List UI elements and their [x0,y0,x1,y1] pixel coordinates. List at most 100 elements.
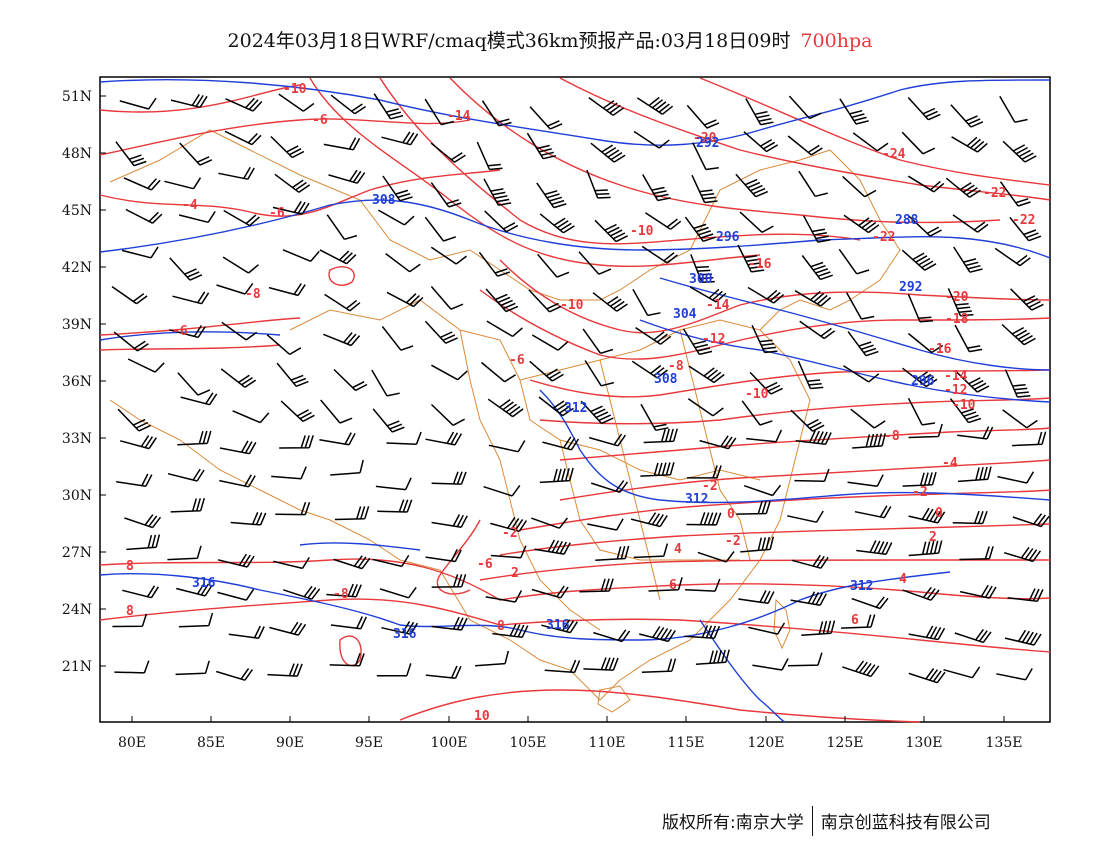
height-label: 292 [899,280,922,295]
wind-barb [375,477,412,491]
temperature-label: -6 [477,557,493,572]
wind-barb [172,291,210,305]
temperature-label: -20 [693,131,717,146]
wind-barb [111,285,148,305]
temperature-label: 8 [126,559,134,574]
temperature-label: -12 [944,383,967,398]
height-label: 296 [911,374,935,389]
wind-barb [177,430,212,446]
temperature-label: 4 [674,542,682,557]
wind-barb [274,173,311,193]
wind-barb [907,397,936,426]
lat-label: 42N [62,260,92,276]
wind-barb [126,534,161,551]
wind-barb [330,459,364,476]
wind-barb [385,253,421,273]
wind-barb [1002,140,1037,163]
wind-barb [330,616,367,630]
wind-barb [529,106,563,130]
temperature-isotherm [99,598,1051,653]
temperature-isotherm [436,519,481,595]
height-label: 312 [685,492,708,507]
wind-barb [1001,323,1036,346]
wind-barb [272,200,310,215]
wind-barb [270,135,305,159]
wind-barb [999,181,1031,207]
wind-barb [843,365,880,383]
wind-barb [847,331,879,357]
chart-title: 2024年03月18日WRF/cmaq模式36km预报产品:03月18日09时 7… [0,26,1100,53]
wind-barb [790,591,827,606]
height-label: 312 [850,579,873,594]
lat-tick: 33N [62,431,106,447]
footer-divider [811,806,813,836]
temperature-label: -24 [882,147,906,162]
wind-barbs [111,93,1050,684]
wind-barb [164,177,202,190]
wind-barb [278,93,315,112]
wind-barb [593,629,631,643]
temperature-label: -22 [872,230,895,245]
wind-barb [959,584,997,599]
wind-barb [486,320,523,338]
wind-barb [743,131,779,153]
province-border [289,299,761,481]
wind-barb [907,175,945,193]
wind-barb [381,621,419,636]
wind-barb [640,403,669,432]
province-border [679,329,751,561]
temperature-label: 0 [935,506,943,521]
wind-barb [221,321,258,341]
height-label: 292 [696,136,719,151]
wind-barb [802,215,831,243]
wind-barb [588,96,625,116]
temperature-label: -2 [502,526,518,541]
wind-barb [801,620,836,637]
height-label: 308 [372,193,396,208]
wind-barb [839,98,869,125]
wind-barb [333,555,371,570]
wind-barb [643,428,678,444]
wind-barb [123,177,161,191]
hainan-border [597,685,631,713]
temperature-isotherm [379,77,861,245]
lon-tick: 115E [668,716,704,751]
wind-barb [117,408,151,432]
lat-label: 27N [62,545,92,561]
wind-barb [901,249,937,271]
wind-barb [539,467,574,484]
lat-label: 30N [62,488,92,504]
wind-barb [319,432,356,446]
wind-barb [488,440,526,453]
wind-barb [686,104,720,129]
wind-barb [838,248,870,275]
wind-barb [386,431,422,445]
wind-barb [544,659,581,674]
wind-barb [846,292,875,320]
wind-barb [216,282,254,295]
wind-barb [907,332,944,354]
wind-barb [282,249,320,262]
wind-barb [215,667,254,681]
lon-tick: 135E [986,716,1022,751]
wind-barb [908,423,943,439]
lon-label: 90E [276,735,304,751]
temperature-isotherm [99,118,471,156]
wind-barb [1009,216,1042,242]
wind-barb [430,182,462,208]
lat-tick: 30N [62,488,106,504]
province-border [459,329,601,631]
lat-tick: 45N [62,203,106,219]
lon-tick: 120E [748,716,784,751]
wind-barb [177,372,211,396]
temperature-label: -22 [1012,213,1035,228]
wind-barb [178,210,216,224]
wind-barb [949,398,982,424]
wind-barb [582,328,614,355]
wind-barb [907,96,941,121]
wind-barb [1002,409,1038,429]
wind-barb [697,551,735,563]
temperature-label: -6 [172,324,188,339]
wind-barb [424,320,458,344]
